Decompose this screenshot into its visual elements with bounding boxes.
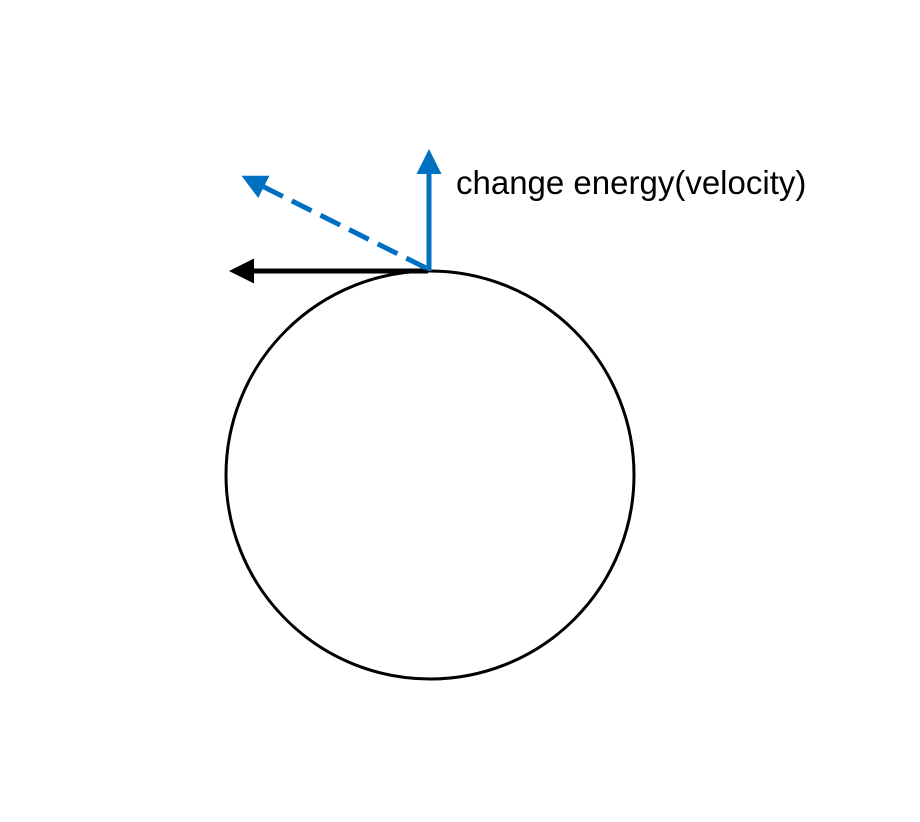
resulting-velocity-arrow (241, 175, 428, 271)
orbit-circle (224, 269, 636, 681)
change-energy-label: change energy(velocity) (456, 164, 807, 201)
